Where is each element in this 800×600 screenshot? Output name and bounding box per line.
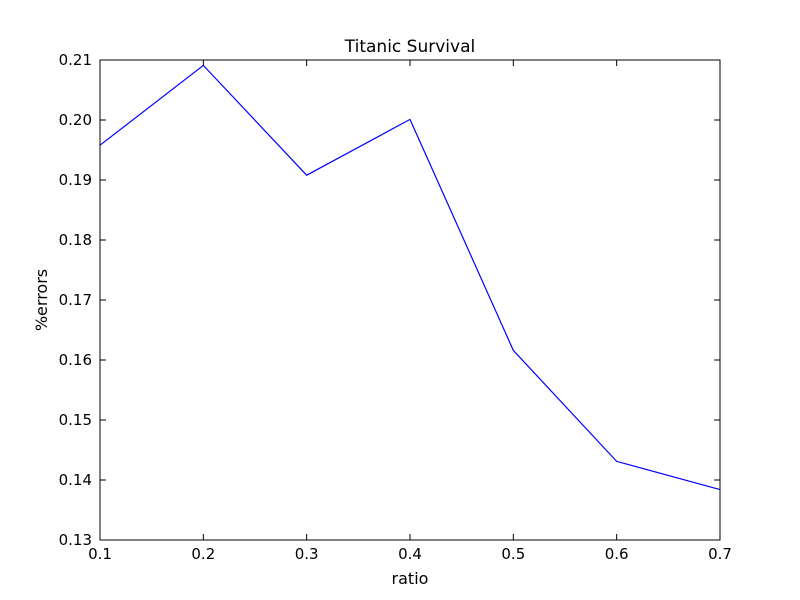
plot-area	[99, 64, 721, 491]
chart-title: Titanic Survival	[344, 37, 475, 57]
x-tick-label: 0.3	[295, 545, 319, 563]
series-line	[99, 64, 721, 491]
y-tick-label: 0.20	[59, 111, 92, 129]
y-tick-label: 0.15	[59, 411, 92, 429]
x-tick-label: 0.4	[398, 545, 422, 563]
y-tick-label: 0.16	[59, 351, 92, 369]
plot-frame	[99, 59, 721, 541]
x-tick-label: 0.1	[88, 545, 112, 563]
y-tick-label: 0.17	[59, 291, 92, 309]
x-tick-label: 0.6	[605, 545, 629, 563]
y-tick-label: 0.13	[59, 531, 92, 549]
y-tick-label: 0.14	[59, 471, 92, 489]
y-axis: 0.13 0.14 0.15 0.16 0.17 0.18 0.19 0.20 0.21	[59, 51, 720, 549]
y-axis-label: %errors	[32, 269, 51, 331]
x-tick-label: 0.2	[191, 545, 215, 563]
x-tick-label: 0.7	[708, 545, 732, 563]
x-axis: 0.1 0.2 0.3 0.4 0.5 0.6 0.7	[88, 60, 732, 563]
y-tick-label: 0.19	[59, 171, 92, 189]
x-tick-label: 0.5	[501, 545, 525, 563]
y-tick-label: 0.21	[59, 51, 92, 69]
y-tick-label: 0.18	[59, 231, 92, 249]
x-axis-label: ratio	[392, 569, 429, 588]
